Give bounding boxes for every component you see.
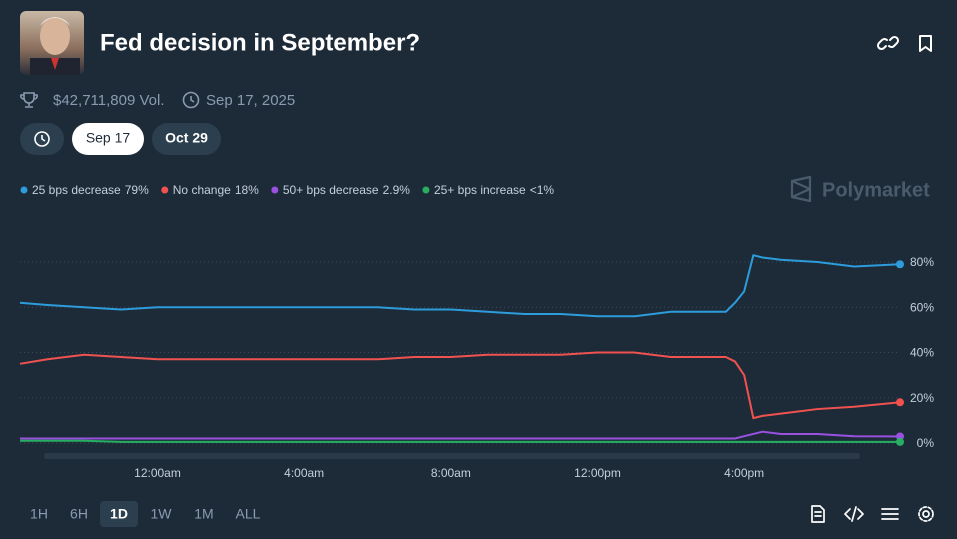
market-image — [20, 11, 84, 75]
end-dot — [896, 398, 904, 407]
range-button[interactable]: 1W — [151, 506, 173, 522]
link-icon[interactable] — [876, 35, 900, 51]
range-button[interactable]: 1D — [110, 506, 128, 522]
end-date: Sep 17, 2025 — [206, 92, 295, 109]
tab-bg[interactable] — [152, 123, 221, 155]
legend-value: 18% — [235, 183, 259, 197]
legend-entry: No change 18% — [173, 183, 259, 197]
tab[interactable]: Oct 29 — [165, 130, 208, 146]
x-tick-label: 4:00am — [284, 466, 324, 480]
history-button[interactable] — [20, 123, 64, 155]
legend-name: 50+ bps decrease — [283, 183, 379, 197]
brand-logo — [790, 175, 812, 203]
doc-icon[interactable] — [811, 505, 825, 523]
y-tick-label: 60% — [910, 300, 934, 314]
legend-entry: 25 bps decrease 79% — [32, 183, 149, 197]
legend-value: 79% — [125, 183, 149, 197]
gear-ring[interactable] — [918, 506, 934, 522]
series-line — [20, 430, 901, 440]
series-line — [19, 254, 901, 318]
y-tick-label: 20% — [910, 391, 934, 405]
end-dot — [896, 437, 904, 446]
legend-dot — [422, 186, 430, 194]
x-tick-label: 8:00am — [431, 466, 471, 480]
range-button[interactable]: 6H — [70, 506, 88, 522]
legend-dot — [271, 186, 279, 194]
legend-value: 2.9% — [383, 183, 411, 197]
range-button[interactable]: 1H — [30, 506, 48, 522]
legend: 25 bps decrease 79% No change 18% 50+ bps de… — [20, 183, 554, 197]
settings-sliders-icon[interactable] — [881, 508, 899, 520]
x-tick-label: 4:00pm — [724, 466, 764, 480]
x-tick-label: 12:00pm — [574, 466, 621, 480]
y-tick-label: 0% — [917, 436, 935, 450]
embed-icon[interactable] — [844, 506, 864, 522]
clock-icon — [182, 91, 200, 109]
end-dot — [896, 260, 904, 269]
series-line — [19, 351, 901, 420]
trophy-icon — [20, 92, 38, 108]
range-buttons: 1H 6H 1D 1W 1M ALL — [30, 501, 261, 527]
range-scroller[interactable] — [44, 453, 860, 459]
gear-icon[interactable] — [922, 510, 930, 518]
tab-active-bg[interactable] — [72, 123, 144, 155]
legend-name: 25+ bps increase — [434, 183, 526, 197]
x-tick-label: 12:00am — [134, 466, 181, 480]
legend-dot — [161, 186, 169, 194]
y-tick-label: 40% — [910, 346, 934, 360]
legend-dot — [20, 186, 28, 194]
volume: $42,711,809 Vol. — [53, 92, 165, 109]
series-line — [20, 439, 900, 443]
tab[interactable]: Sep 17 — [86, 130, 131, 146]
market-title: Fed decision in September? — [100, 29, 420, 56]
legend-entry: 25+ bps increase <1% — [434, 183, 554, 197]
plot: 0% 20% 40% 60% 80% 12:00am 4:00am 8:00am 12:00pm… — [19, 254, 935, 480]
legend-name: No change — [173, 183, 231, 197]
range-active-bg[interactable] — [100, 501, 138, 527]
y-tick-label: 80% — [910, 255, 934, 269]
legend-value: <1% — [530, 183, 555, 197]
brand-name: Polymarket — [822, 179, 930, 201]
range-button[interactable]: ALL — [236, 506, 261, 522]
range-button[interactable]: 1M — [194, 506, 213, 522]
legend-entry: 50+ bps decrease 2.9% — [283, 183, 410, 197]
bookmark-icon[interactable] — [919, 35, 932, 52]
legend-name: 25 bps decrease — [32, 183, 121, 197]
